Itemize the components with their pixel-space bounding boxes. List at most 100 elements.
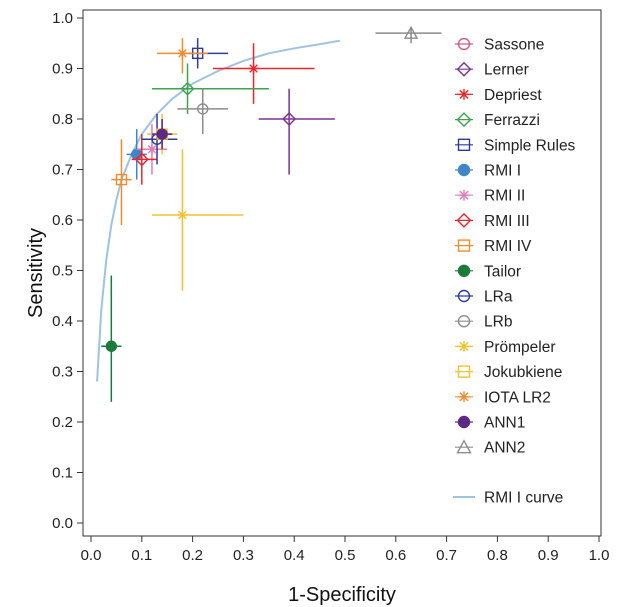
- x-tick-label: 1.0: [589, 547, 610, 564]
- legend-label: ANN2: [484, 440, 525, 457]
- x-tick-label: 0.2: [182, 547, 203, 564]
- data-points: [101, 25, 442, 402]
- x-axis-title: 1-Specificity: [288, 584, 396, 606]
- legend-label: Lerner: [484, 62, 529, 79]
- legend-sassone-marker: [457, 37, 471, 51]
- legend-item-lrb: LRb: [455, 314, 512, 331]
- legend-item-pr-mpeler: Prömpeler: [455, 339, 556, 356]
- tailor-marker: [105, 340, 118, 352]
- legend-label: ANN1: [484, 415, 525, 432]
- point-lerner: [258, 88, 335, 175]
- point-ann2: [375, 25, 442, 44]
- ann2-marker: [403, 25, 419, 39]
- legend-label: RMI III: [484, 213, 530, 230]
- legend-lerner-marker: [456, 61, 472, 77]
- x-tick-label: 0.6: [385, 547, 406, 564]
- legend-label: RMI II: [484, 188, 525, 205]
- legend-label: IOTA LR2: [484, 389, 551, 406]
- point-lrb: [177, 88, 229, 135]
- legend-rmi-i-marker: [457, 163, 471, 177]
- legend-item-rmi-i-curve: RMI I curve: [453, 490, 563, 507]
- x-tick-label: 0.8: [487, 547, 508, 564]
- legend-item-depriest: Depriest: [455, 87, 542, 104]
- ferrazzi-marker: [180, 81, 195, 96]
- legend-label: Simple Rules: [484, 137, 576, 154]
- y-tick-label: 0.1: [52, 465, 73, 482]
- x-axis-ticks: 0.0 0.1 0.2 0.3 0.4 0.5 0.6 0.7 0.8 0.9 1.0: [81, 536, 610, 564]
- y-tick-label: 0.7: [52, 162, 73, 179]
- lerner-marker: [282, 112, 297, 126]
- y-tick-label: 0.6: [52, 212, 73, 229]
- legend-label: RMI IV: [484, 238, 532, 255]
- legend-rmi-iii-marker: [456, 212, 472, 228]
- legend-label: Prömpeler: [484, 339, 556, 356]
- y-axis-ticks: 0.0 0.1 0.2 0.3 0.4 0.5 0.6 0.7 0.8 0.9 1.0: [52, 10, 83, 532]
- legend-item-lra: LRa: [455, 289, 513, 306]
- x-tick-label: 0.1: [131, 547, 152, 564]
- legend-simple-rules-marker: [457, 138, 471, 152]
- legend-label: Tailor: [484, 263, 521, 280]
- point-rmi-iii: [131, 134, 158, 185]
- iota-lr2-marker: [177, 48, 188, 59]
- y-axis-title: Sensitivity: [25, 228, 47, 318]
- y-tick-label: 0.0: [52, 515, 73, 532]
- legend-label: Sassone: [484, 37, 544, 54]
- x-tick-label: 0.0: [81, 547, 102, 564]
- legend-ferrazzi-marker: [456, 112, 472, 128]
- legend-tailor-marker: [457, 264, 471, 277]
- legend-ann2-marker: [456, 439, 472, 454]
- y-tick-label: 0.9: [52, 61, 73, 78]
- ann1-marker: [156, 128, 168, 140]
- legend-label: RMI I curve: [484, 490, 563, 507]
- legend-depriest-marker: [458, 88, 470, 100]
- legend-item-rmi-iii: RMI III: [455, 213, 530, 230]
- legend-item-ann1: ANN1: [455, 415, 525, 432]
- legend-iota-lr2-marker: [458, 391, 470, 403]
- legend-ann1-marker: [457, 415, 471, 429]
- x-tick-label: 0.5: [335, 547, 356, 564]
- point-depriest: [212, 43, 315, 104]
- legend-jokubkiene-marker: [457, 365, 471, 378]
- legend-item-rmi-i: RMI I: [455, 163, 521, 180]
- legend-lra-marker: [457, 289, 471, 303]
- rmi-iv-marker: [115, 173, 128, 186]
- legend-item-ferrazzi: Ferrazzi: [455, 112, 540, 129]
- legend-item-tailor: Tailor: [455, 263, 521, 280]
- legend-pr-mpeler-marker: [458, 340, 470, 352]
- lrb-marker: [197, 103, 209, 115]
- legend-lrb-marker: [457, 315, 471, 328]
- rmi-ii-marker: [146, 144, 157, 155]
- legend-label: LRb: [484, 314, 512, 331]
- rmi-i-curve: [96, 39, 341, 382]
- legend-item-rmi-iv: RMI IV: [455, 238, 532, 255]
- legend-rmi-ii-marker: [458, 189, 470, 201]
- legend-label: Depriest: [484, 87, 542, 104]
- pr-mpeler-marker: [177, 209, 188, 220]
- point-rmi-iv: [111, 139, 132, 226]
- rmi-iii-marker: [134, 152, 149, 167]
- legend-item-lerner: Lerner: [455, 62, 529, 79]
- y-tick-label: 0.3: [52, 364, 73, 381]
- x-tick-label: 0.4: [284, 547, 305, 564]
- legend-item-jokubkiene: Jokubkiene: [455, 364, 562, 381]
- point-iota-lr2: [157, 38, 208, 74]
- legend-label: RMI I: [484, 163, 521, 180]
- point-ann1: [151, 119, 173, 150]
- legend-item-rmi-ii: RMI II: [455, 188, 525, 205]
- legend-item-sassone: Sassone: [455, 37, 544, 54]
- y-tick-label: 0.5: [52, 263, 73, 280]
- point-tailor: [101, 275, 122, 402]
- x-tick-label: 0.9: [538, 547, 559, 564]
- y-tick-label: 0.4: [52, 313, 73, 330]
- legend-label: Jokubkiene: [484, 364, 562, 381]
- legend-rmi-iv-marker: [457, 239, 471, 252]
- point-pr-mpeler: [151, 149, 244, 291]
- x-tick-label: 0.7: [436, 547, 457, 564]
- y-tick-label: 0.8: [52, 111, 73, 128]
- legend-label: Ferrazzi: [484, 112, 540, 129]
- y-tick-label: 0.2: [52, 414, 73, 431]
- legend-label: LRa: [484, 289, 513, 306]
- depriest-marker: [248, 63, 259, 74]
- point-rmi-i: [126, 129, 147, 180]
